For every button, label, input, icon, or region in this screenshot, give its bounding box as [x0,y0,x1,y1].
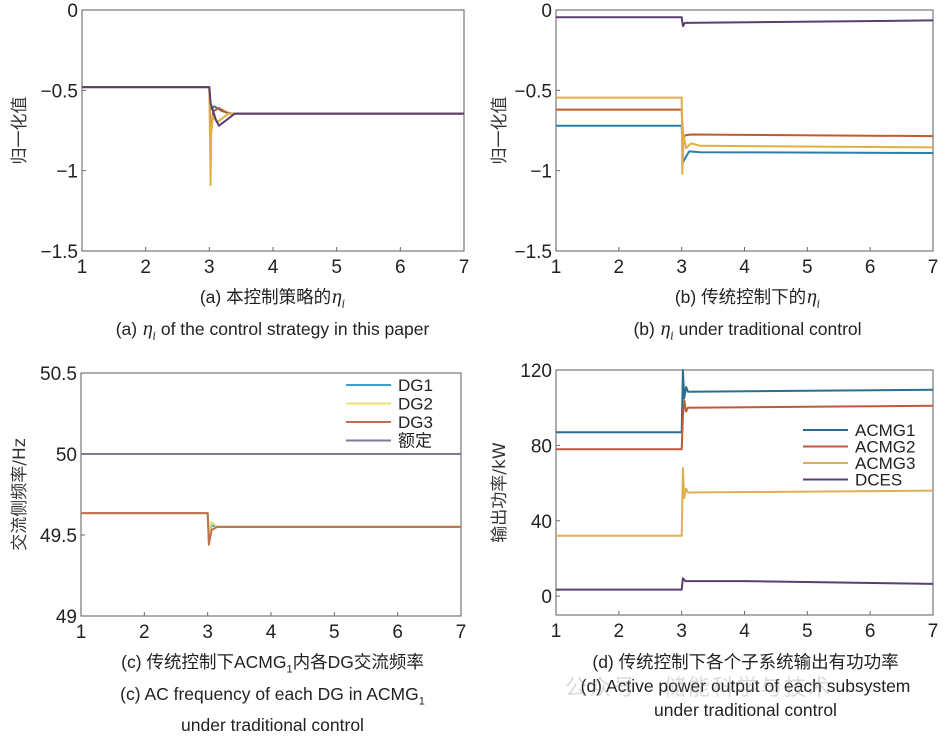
y-tick-label: 0 [541,587,552,608]
y-axis-label: 归一化值 [10,97,30,165]
plot-frame [81,9,465,252]
legend-label: ACMG1 [855,421,915,440]
y-tick-label: 50.5 [40,364,77,385]
x-tick-label: 6 [392,622,403,643]
legend-label: ACMG2 [855,438,915,457]
caption-a-cn: (a) 本控制策略的ηi [199,287,346,311]
y-tick-label: −1 [56,162,78,183]
x-tick-label: 7 [456,622,467,643]
eta-symbol: ηi [141,319,156,343]
x-tick-label: 5 [802,257,813,278]
x-tick-label: 2 [139,622,150,643]
watermark: 公众号 · 储能科学与技术 [565,676,832,701]
x-tick-label: 4 [739,257,750,278]
x-tick-label: 1 [77,257,88,278]
x-tick-label: 6 [865,257,876,278]
series-line-DG2 [81,512,461,536]
caption-a: (a) 本控制策略的ηi (a) ηi of the control strat… [80,285,465,348]
y-axis-label: 归一化值 [490,97,510,165]
x-tick-label: 7 [928,257,939,278]
caption-b-cn: (b) 传统控制下的ηi [674,287,821,311]
caption-b-en: (b) ηi under traditional control [633,318,862,343]
panel-a: 1 2 3 4 5 6 7 0 −0.5 −1 −1.5 归一化值 [10,1,469,278]
legend-label: DG2 [398,395,433,414]
caption-b: (b) 传统控制下的ηi (b) ηi under traditional co… [555,285,940,348]
series-line-ACMG3 [556,467,934,537]
legend-label: DG3 [398,413,433,432]
x-tick-label: 5 [331,257,342,278]
plot-frame [555,9,934,252]
legend-label: 额定 [398,432,432,451]
y-tick-label: −0.5 [514,81,552,102]
legend-label: DCES [855,471,902,490]
y-tick-label: 40 [531,512,552,533]
x-tick-label: 1 [76,622,87,643]
y-tick-label: −0.5 [40,81,78,102]
x-tick-label: 1 [551,257,562,278]
y-tick-label: 49 [56,607,77,628]
y-axis-label: 交流侧频率/Hz [10,438,30,551]
legend-label: ACMG3 [855,454,915,473]
legend-label: DG1 [398,376,433,395]
series-line-s3 [556,96,934,175]
y-axis-label: 输出功率/kW [490,442,510,543]
caption-c-en-line2: under traditional control [181,715,364,735]
x-tick-label: 3 [204,257,215,278]
y-tick-label: 120 [520,361,552,382]
caption-c: (c) 传统控制下ACMG1内各DG交流频率 (c) AC frequency … [80,650,465,737]
panel-b: 1 2 3 4 5 6 7 0 −0.5 −1 −1.5 归一化值 [490,1,938,278]
caption-a-en: (a) ηi of the control strategy in this p… [115,318,430,343]
x-tick-label: 3 [202,622,213,643]
y-tick-label: 0 [541,1,552,22]
eta-symbol: ηi [331,288,346,311]
caption-c-en-line1: (c) AC frequency of each DG in ACMG1 [120,683,425,708]
series-line-DG3 [81,512,461,546]
y-tick-label: −1 [530,162,552,183]
x-tick-label: 2 [614,621,625,642]
y-tick-label: −1.5 [514,242,552,263]
panel-d: 1 2 3 4 5 6 7 120 80 40 0 输出功率/kW ACMG1ACMG2ACMG3DCE… [490,361,938,642]
series-line-s2 [556,108,934,140]
y-tick-label: 49.5 [40,526,77,547]
y-tick-label: 0 [67,1,78,22]
caption-c-cn: (c) 传统控制下ACMG1内各DG交流频率 [121,652,424,676]
x-tick-label: 4 [266,622,277,643]
caption-d-en-line2: under traditional control [654,700,837,720]
y-tick-label: 50 [56,445,77,466]
series-line-s1 [556,124,934,164]
x-tick-label: 7 [928,621,939,642]
x-tick-label: 2 [614,257,625,278]
caption-d: (d) 传统控制下各个子系统输出有功功率 (d) Active power ou… [548,650,943,722]
y-tick-label: 80 [531,436,552,457]
x-tick-label: 2 [140,257,151,278]
caption-d-cn: (d) 传统控制下各个子系统输出有功功率 [592,652,899,672]
x-tick-label: 3 [676,257,687,278]
series-line-s3 [82,86,464,187]
caption-d-en-line1: (d) Active power output of each subsyste… [580,676,911,696]
x-tick-label: 4 [268,257,279,278]
series-line-s4 [556,16,934,28]
x-tick-label: 3 [676,621,687,642]
eta-symbol: ηi [806,288,821,311]
series-line-s1 [82,86,464,115]
eta-symbol: ηi [659,319,674,343]
x-tick-label: 5 [802,621,813,642]
x-tick-label: 5 [329,622,340,643]
y-tick-label: −1.5 [40,242,78,263]
series-line-ACMG2 [556,399,934,451]
series-line-DCES [556,577,934,591]
x-tick-label: 4 [739,621,750,642]
series-line-s4 [82,86,464,127]
x-tick-label: 6 [395,257,406,278]
x-tick-label: 6 [865,621,876,642]
x-tick-label: 7 [459,257,470,278]
x-tick-label: 1 [551,621,562,642]
